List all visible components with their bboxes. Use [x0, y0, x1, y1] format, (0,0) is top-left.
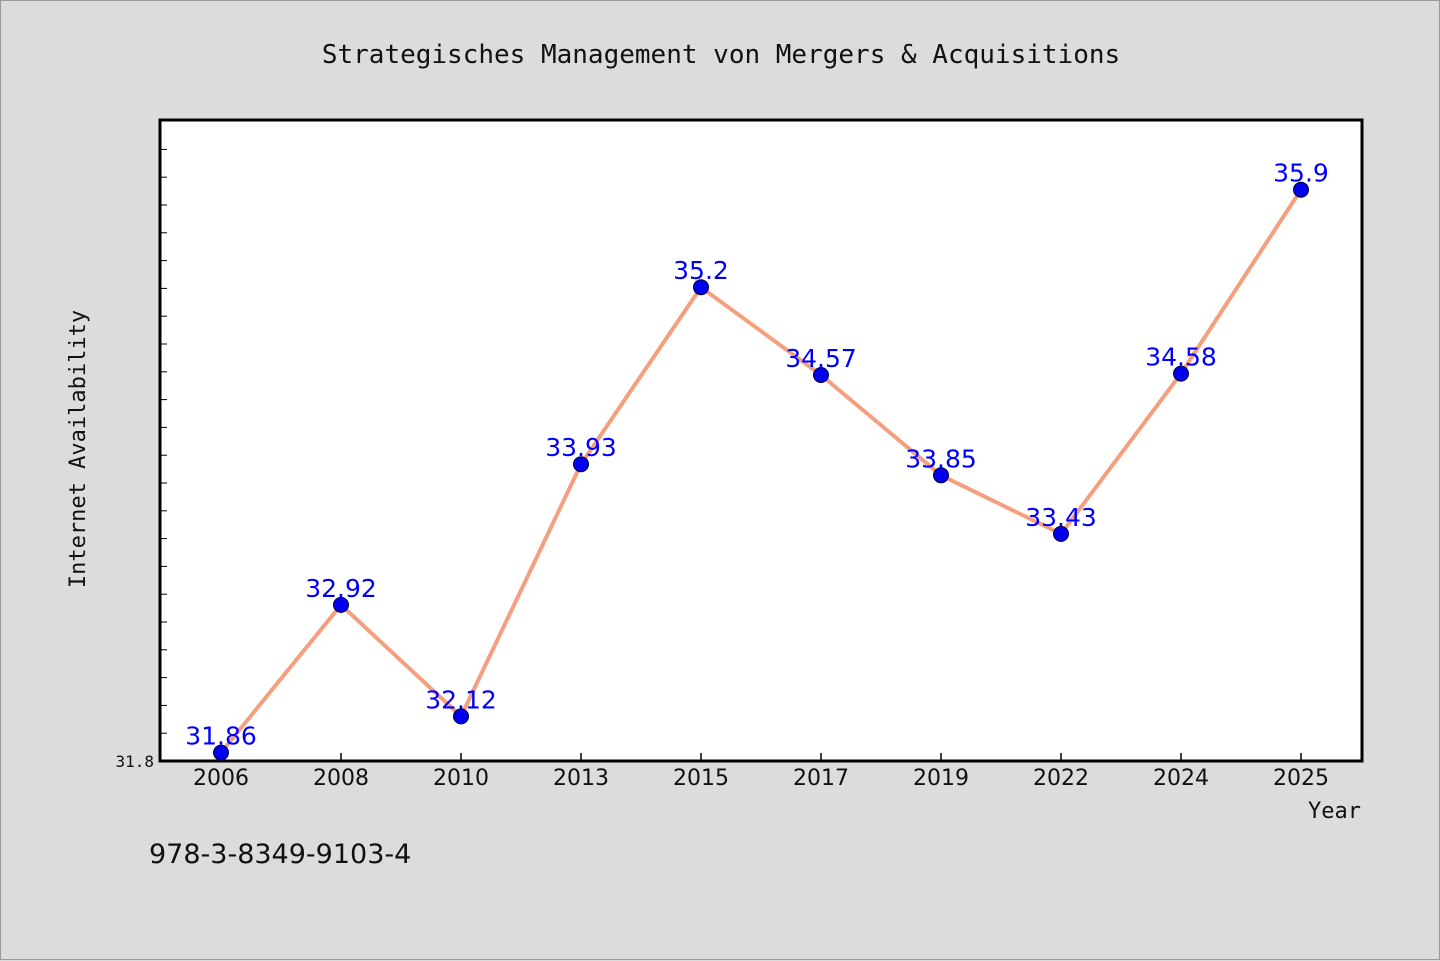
y-axis-ticks: [160, 148, 167, 734]
data-point-2022: [1053, 525, 1069, 542]
series-line: [219, 188, 1303, 754]
plot-area: [158, 118, 1364, 763]
y-axis-tick-labels: 31.8: [115, 752, 154, 771]
x-tick-label-2015: 2015: [673, 766, 729, 791]
x-tick-label-2019: 2019: [913, 766, 969, 791]
data-label-2006: 31.86: [185, 722, 257, 751]
chart-title: Strategisches Management von Mergers & A…: [322, 40, 1120, 70]
data-point-2015: [693, 279, 709, 296]
x-tick-label-2024: 2024: [1153, 766, 1209, 791]
x-tick-label-2022: 2022: [1033, 766, 1089, 791]
x-axis-label: Year: [1308, 799, 1361, 824]
y-axis-label: Internet Availability: [66, 310, 91, 588]
data-label-2024: 34.58: [1145, 343, 1217, 372]
y-tick-label-0: 31.8: [115, 752, 154, 771]
x-tick-label-2013: 2013: [553, 766, 609, 791]
x-axis-tick-labels: 2006 2008 2010 2013 2015 2017 2019 2022 2024 2025: [193, 766, 1329, 791]
data-point-2010: [453, 708, 469, 725]
data-label-2017: 34.57: [785, 344, 857, 373]
data-point-2013: [573, 456, 589, 473]
data-label-2013: 33.93: [545, 433, 617, 462]
data-labels: 31.86 32.92 32.12 33.93 35.2 34.57 33.85 33.43 3…: [185, 159, 1329, 751]
data-point-2008: [333, 596, 349, 613]
data-point-2006: [213, 744, 229, 761]
data-label-2015: 35.2: [673, 256, 729, 285]
data-label-2008: 32.92: [305, 574, 377, 603]
x-tick-label-2006: 2006: [193, 766, 249, 791]
isbn-footnote: 978-3-8349-9103-4: [149, 839, 411, 870]
x-tick-label-2008: 2008: [313, 766, 369, 791]
data-point-2024: [1173, 365, 1189, 382]
data-label-2025: 35.9: [1273, 159, 1329, 188]
data-label-2019: 33.85: [905, 444, 977, 473]
x-tick-label-2010: 2010: [433, 766, 489, 791]
data-label-2010: 32.12: [425, 685, 497, 714]
data-point-2025: [1293, 181, 1309, 198]
series-markers: [213, 181, 1309, 761]
x-tick-label-2017: 2017: [793, 766, 849, 791]
x-tick-label-2025: 2025: [1273, 766, 1329, 791]
data-point-2019: [933, 467, 949, 484]
data-point-2017: [813, 367, 829, 383]
data-label-2022: 33.43: [1025, 503, 1097, 532]
